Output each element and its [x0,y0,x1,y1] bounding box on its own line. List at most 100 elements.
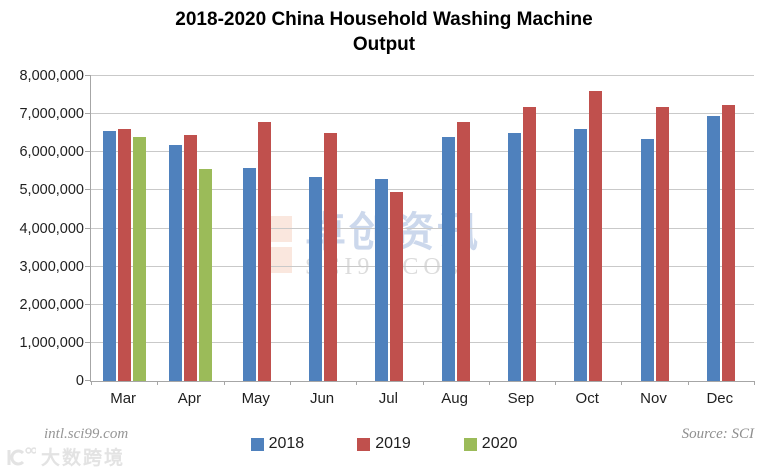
y-tick-mark [85,75,91,76]
bar-2019-sep [522,106,536,381]
plot-area [85,75,755,385]
gridline [91,265,754,267]
y-tick-mark [85,151,91,153]
bar-2020-apr [198,169,212,381]
gridline [91,113,754,115]
bar-2018-jun [309,177,323,381]
legend: 2018 2019 2020 [0,435,768,453]
corner-logo-icon [7,446,36,465]
bar-2018-aug [441,137,455,381]
x-tick-label-aug: Aug [441,390,468,407]
bar-group-may [224,76,290,381]
x-tick-label-apr: Apr [177,390,202,407]
bar-2018-sep [507,133,521,381]
x-tick-mark [687,381,689,385]
bar-2018-dec [706,116,720,381]
bar-2018-mar [102,131,116,381]
bar-2018-oct [574,129,588,381]
x-tick-mark [555,381,557,385]
bar-2019-may [257,121,271,381]
watermark-corner-text: 大数跨境 [41,448,126,469]
x-tick-mark [157,381,159,385]
legend-label-2019: 2019 [375,435,411,452]
bar-2019-jul [390,192,404,381]
x-tick-mark [754,381,755,385]
bar-2019-apr [183,135,197,381]
x-tick-mark [422,381,424,385]
x-tick-mark [223,381,225,385]
chart-title: 2018-2020 China Household Washing Machin… [0,7,768,57]
watermark-corner: 大数跨境 [4,443,125,470]
x-tick-label-may: May [241,390,270,407]
footer-source: Source: SCI [681,426,754,442]
bar-group-aug [422,76,488,381]
x-tick-mark [488,381,490,385]
bar-group-sep [489,76,555,381]
y-axis-labels: 0 1,000,000 2,000,000 3,000,000 4,000,000 5,0… [0,68,84,389]
bar-2019-nov [655,106,669,381]
bar-2018-jul [375,178,389,381]
y-tick-label: 5,000,000 [19,182,84,199]
y-tick-label: 8,000,000 [19,68,84,84]
x-tick-mark [621,381,623,385]
y-tick-label: 7,000,000 [19,106,84,123]
x-tick-label-jun: Jun [309,390,335,407]
legend-item-2019: 2019 [357,435,411,453]
bar-2019-dec [721,104,735,381]
legend-item-2018: 2018 [250,435,305,453]
y-tick-mark [85,265,91,267]
bar-2019-mar [117,129,131,381]
bar-groups [91,76,754,381]
x-tick-mark [289,381,291,385]
x-axis-labels: Mar Apr May Jun Jul Aug Sep Oct Nov Dec [90,390,753,407]
y-tick-label: 2,000,000 [19,296,84,313]
bar-2020-mar [132,137,146,381]
bar-group-jun [290,76,356,381]
bar-2018-apr [168,144,182,381]
y-tick-label: 0 [75,373,84,389]
x-tick-mark [91,381,92,385]
legend-label-2020: 2020 [481,435,518,452]
bar-2019-jun [324,133,338,381]
y-tick-label: 1,000,000 [19,334,84,351]
y-tick-mark [85,380,91,381]
y-tick-label: 4,000,000 [19,220,84,237]
bar-group-mar [91,76,157,381]
gridline [91,227,754,229]
chart-title-line1: 2018-2020 China Household Washing Machin… [175,9,593,30]
y-tick-mark [85,113,91,115]
footer-site: intl.sci99.com [44,426,129,442]
legend-swatch-2020 [463,437,477,451]
x-tick-label-sep: Sep [507,390,535,407]
gridline [91,151,754,153]
y-tick-mark [85,227,91,229]
bar-group-oct [555,76,621,381]
x-tick-label-jul: Jul [378,390,398,407]
gridline [91,75,754,76]
bar-group-nov [621,76,687,381]
x-tick-mark [356,381,358,385]
y-tick-mark [85,189,91,191]
bar-2018-may [242,167,256,381]
y-tick-mark [85,341,91,343]
legend-swatch-2018 [250,437,264,451]
gridline [91,189,754,191]
bar-group-apr [157,76,223,381]
x-tick-label-dec: Dec [706,390,734,407]
legend-item-2020: 2020 [463,435,518,453]
x-tick-label-nov: Nov [640,390,667,407]
bar-group-dec [688,76,754,381]
x-tick-label-mar: Mar [110,390,137,407]
y-tick-mark [85,303,91,305]
x-tick-label-oct: Oct [575,390,599,407]
legend-label-2018: 2018 [268,435,305,452]
bar-2018-nov [640,138,654,381]
y-tick-label: 6,000,000 [19,144,84,161]
chart-title-line2: Output [352,34,416,55]
legend-swatch-2019 [357,437,371,451]
gridline [91,341,754,343]
y-tick-label: 3,000,000 [19,258,84,275]
bar-2019-aug [456,121,470,381]
bar-2019-oct [589,91,603,381]
